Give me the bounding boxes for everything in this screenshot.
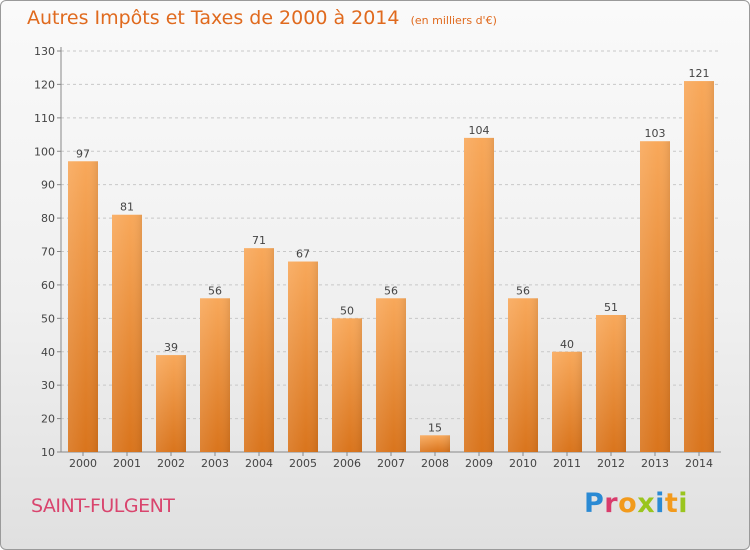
y-tick-label: 110 xyxy=(34,112,55,125)
logo-letter: o xyxy=(618,488,638,519)
logo-letter: t xyxy=(664,488,679,519)
y-tick-label: 80 xyxy=(41,212,55,225)
value-label: 104 xyxy=(469,124,490,137)
y-tick-label: 20 xyxy=(41,413,55,426)
x-tick-label: 2014 xyxy=(685,457,713,470)
x-tick-label: 2009 xyxy=(465,457,493,470)
bar-shade xyxy=(156,355,186,452)
bar-shade xyxy=(68,161,98,452)
y-tick-label: 90 xyxy=(41,179,55,192)
chart-title: Autres Impôts et Taxes de 2000 à 2014 xyxy=(27,7,400,29)
bar-shade xyxy=(464,137,494,452)
value-label: 56 xyxy=(516,284,530,297)
bar-shade xyxy=(420,435,450,452)
bar-shade xyxy=(552,351,582,452)
bars xyxy=(68,81,714,452)
x-tick-label: 2011 xyxy=(553,457,581,470)
value-label: 51 xyxy=(604,301,618,314)
value-label: 56 xyxy=(384,284,398,297)
x-tick-label: 2001 xyxy=(113,457,141,470)
y-tick-label: 40 xyxy=(41,346,55,359)
x-tick-label: 2006 xyxy=(333,457,361,470)
y-tick-label: 130 xyxy=(34,45,55,58)
x-tick-label: 2013 xyxy=(641,457,669,470)
logo-letter: i xyxy=(655,488,665,519)
value-label: 50 xyxy=(340,304,354,317)
x-tick-label: 2003 xyxy=(201,457,229,470)
x-tick-label: 2008 xyxy=(421,457,449,470)
labels: 10 20 30 40 50 60 70 80 90 100 110 120 130 97 2000 81 20… xyxy=(34,45,713,470)
proxiti-logo: Proxiti xyxy=(584,488,688,519)
y-tick-label: 30 xyxy=(41,379,55,392)
value-label: 67 xyxy=(296,248,310,261)
value-label: 39 xyxy=(164,341,178,354)
x-tick-label: 2002 xyxy=(157,457,185,470)
logo-letter: x xyxy=(637,488,656,519)
bar-shade xyxy=(244,248,274,452)
bar-shade xyxy=(376,298,406,452)
value-label: 103 xyxy=(645,127,666,140)
x-tick-label: 2012 xyxy=(597,457,625,470)
chart-subtitle: (en milliers d'€) xyxy=(410,14,497,27)
y-tick-label: 10 xyxy=(41,446,55,459)
logo-letter: P xyxy=(584,488,605,519)
x-tick-label: 2007 xyxy=(377,457,405,470)
x-tick-label: 2004 xyxy=(245,457,273,470)
bar-shade xyxy=(508,298,538,452)
x-tick-label: 2010 xyxy=(509,457,537,470)
bar-shade xyxy=(332,318,362,452)
logo-letter: i xyxy=(678,488,689,519)
value-label: 40 xyxy=(560,338,574,351)
bar-shade xyxy=(112,214,142,452)
y-tick-label: 60 xyxy=(41,279,55,292)
bar-shade xyxy=(288,261,318,452)
y-tick-label: 100 xyxy=(34,145,55,158)
value-label: 81 xyxy=(120,201,134,214)
bar-shade xyxy=(596,314,626,452)
logo-letter: r xyxy=(604,488,619,519)
bar-shade xyxy=(200,298,230,452)
value-label: 71 xyxy=(252,234,266,247)
value-label: 121 xyxy=(689,67,710,80)
bar-shade xyxy=(640,141,670,452)
value-label: 15 xyxy=(428,421,442,434)
value-label: 97 xyxy=(76,147,90,160)
x-tick-label: 2000 xyxy=(69,457,97,470)
value-label: 56 xyxy=(208,284,222,297)
y-tick-label: 120 xyxy=(34,78,55,91)
title-row: Autres Impôts et Taxes de 2000 à 2014 (e… xyxy=(27,7,497,29)
x-tick-label: 2005 xyxy=(289,457,317,470)
y-tick-label: 50 xyxy=(41,312,55,325)
place-name: SAINT-FULGENT xyxy=(31,495,175,517)
y-tick-label: 70 xyxy=(41,246,55,259)
bar-shade xyxy=(684,81,714,452)
